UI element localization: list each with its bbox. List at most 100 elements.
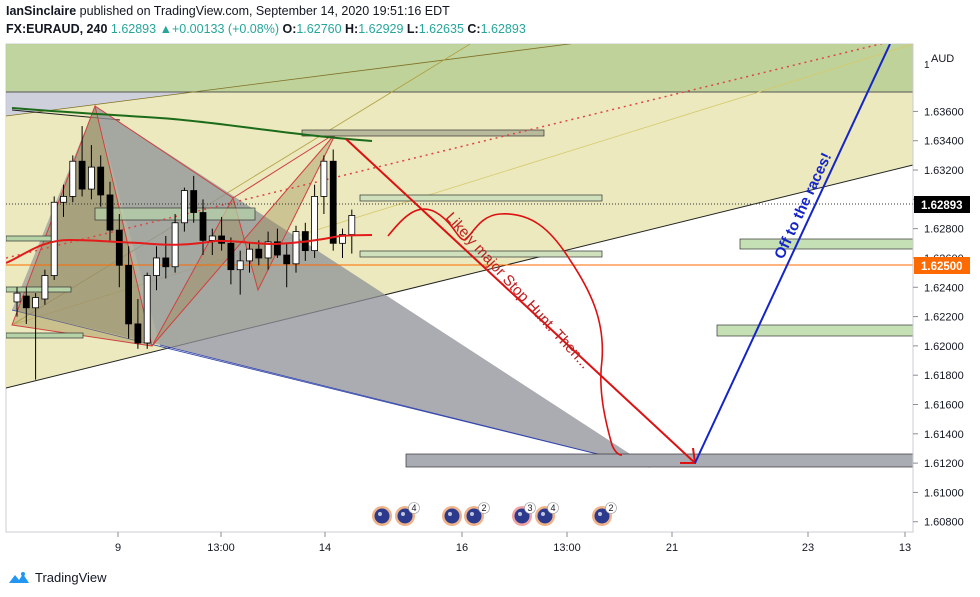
candle-body-up [60, 196, 67, 203]
price-tick-label: 1.60800 [924, 517, 964, 529]
price-tick-label: 1.63400 [924, 136, 964, 148]
time-tick-label: 16 [456, 542, 468, 554]
candle-body-down [218, 235, 226, 244]
high-value: 1.62929 [358, 22, 404, 36]
candle [125, 246, 132, 339]
candle [60, 184, 67, 217]
channel-upper-line [6, 164, 913, 389]
moving-average-green [11, 107, 373, 142]
candle [32, 293, 39, 380]
candle-body-down [125, 264, 132, 325]
open-value: 1.62760 [296, 22, 342, 36]
candle-body-up [311, 196, 319, 252]
candle-body-up [292, 231, 300, 265]
candle-body-down [22, 295, 30, 309]
economic-event-icon[interactable] [464, 506, 484, 526]
candle [227, 237, 235, 285]
price-tick-label: 1.61400 [924, 429, 964, 441]
candle [255, 240, 263, 266]
candles-layer [13, 126, 356, 380]
publish-text: published on TradingView.com, September … [76, 4, 450, 18]
candle-body-down [115, 229, 123, 266]
candle-body-up [246, 248, 253, 262]
svg-text:4: 4 [411, 503, 416, 513]
price-change: +0.00133 (+0.08%) [171, 22, 279, 36]
price-axis[interactable]: AUD 1 1.636001.634001.632001.630001.6280… [912, 44, 975, 532]
candle-body-down [97, 166, 105, 196]
event-markers[interactable]: 4 2 3 4 2 [372, 502, 617, 527]
candle [50, 196, 58, 280]
candle [143, 272, 151, 349]
close-value: 1.62893 [480, 22, 526, 36]
time-tick-label: 9 [115, 542, 121, 554]
candle [180, 187, 188, 232]
svg-text:2: 2 [608, 503, 613, 513]
candle-body-down [329, 160, 337, 244]
zone-box[interactable] [359, 194, 603, 202]
candle [41, 269, 49, 305]
candle [88, 145, 95, 200]
current-price-badge-text: 1.62893 [921, 200, 963, 212]
candle-body-down [106, 194, 114, 231]
zone-box[interactable] [301, 129, 545, 137]
zone-box[interactable] [405, 453, 913, 468]
candle [162, 235, 170, 279]
candle-body-down [134, 323, 142, 344]
candle-body-down [227, 242, 235, 271]
zone-box[interactable] [716, 324, 913, 337]
open-label: O: [282, 22, 297, 36]
candle-body-down [199, 212, 207, 241]
candle-body-up [320, 160, 328, 197]
time-tick-label: 13 [899, 542, 911, 554]
zone-box[interactable] [6, 286, 72, 293]
economic-event-icon[interactable] [442, 506, 462, 526]
candle-body-down [283, 254, 291, 265]
time-axis[interactable]: 9 13:00 14 16 13:00 21 23 13 [6, 531, 913, 554]
moving-average-red [6, 234, 373, 264]
pitchfork-line [6, 44, 573, 117]
candle [246, 243, 253, 273]
event-count-badge: 4 [547, 502, 559, 514]
symbol-label[interactable]: FX:EURAUD, 240 [6, 22, 108, 36]
economic-event-icon[interactable] [372, 506, 392, 526]
svg-text:3: 3 [527, 503, 532, 513]
pattern-bcd [151, 132, 337, 347]
event-count-badge: 4 [408, 502, 420, 514]
event-count-badge: 2 [605, 502, 617, 514]
candle [320, 155, 328, 214]
price-tick-label: 1.61800 [924, 370, 964, 382]
harmonic-triangle [12, 106, 650, 467]
price-tick-label: 1.62200 [924, 312, 964, 324]
zone-box[interactable] [739, 238, 913, 250]
candle [106, 181, 114, 241]
zone-box[interactable] [6, 235, 57, 242]
time-tick-label: 14 [319, 542, 331, 554]
candle-body-up [13, 292, 21, 303]
author-name[interactable]: IanSinclaire [6, 4, 77, 18]
time-tick-label: 13:00 [207, 542, 235, 554]
last-price: 1.62893 [110, 22, 157, 36]
candle [199, 199, 207, 256]
zone-box[interactable] [6, 332, 84, 339]
stop-hunt-arrow [345, 138, 696, 464]
candle-body-up [41, 275, 49, 300]
candle [97, 155, 105, 207]
time-tick-label: 13:00 [553, 542, 581, 554]
high-label: H: [345, 22, 359, 36]
candle [134, 298, 142, 349]
svg-text:4: 4 [550, 503, 555, 513]
candle-body-up [69, 160, 77, 197]
event-count-badge: 3 [524, 502, 536, 514]
low-value: 1.62635 [418, 22, 464, 36]
event-count-badge: 2 [478, 502, 490, 514]
candle [69, 155, 77, 203]
candle [329, 149, 337, 251]
candle-body-down [273, 241, 281, 256]
scale-marker: 1 [924, 60, 930, 71]
footer-brand[interactable]: TradingView [8, 570, 107, 585]
candle-body-up [153, 257, 160, 276]
price-tick-label: 1.61200 [924, 458, 964, 470]
zone-box[interactable] [359, 250, 603, 258]
price-tick-label: 1.62800 [924, 224, 964, 236]
